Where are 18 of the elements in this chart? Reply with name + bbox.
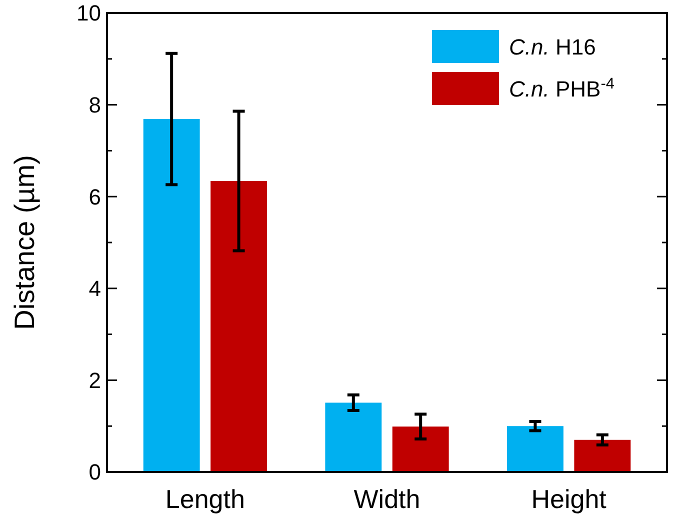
bar	[143, 119, 200, 472]
y-tick-label: 10	[76, 0, 101, 26]
bar	[210, 180, 267, 472]
bar	[392, 426, 449, 472]
y-axis-title: Distance (µm)	[9, 155, 40, 330]
bar	[325, 402, 382, 472]
y-tick-label: 4	[88, 276, 101, 302]
x-tick-label: Length	[165, 484, 245, 514]
y-tick-label: 6	[88, 184, 101, 210]
bar	[574, 440, 631, 472]
x-tick-label: Height	[531, 484, 608, 514]
y-tick-label: 2	[88, 368, 101, 393]
y-tick-label: 8	[88, 92, 101, 118]
y-tick-label: 0	[88, 460, 101, 485]
bar	[507, 426, 564, 472]
legend-label: C.n. PHB$^{-4}$	[509, 75, 615, 102]
x-tick-label: Width	[354, 484, 420, 514]
legend-label: C.n. H16	[509, 34, 596, 60]
